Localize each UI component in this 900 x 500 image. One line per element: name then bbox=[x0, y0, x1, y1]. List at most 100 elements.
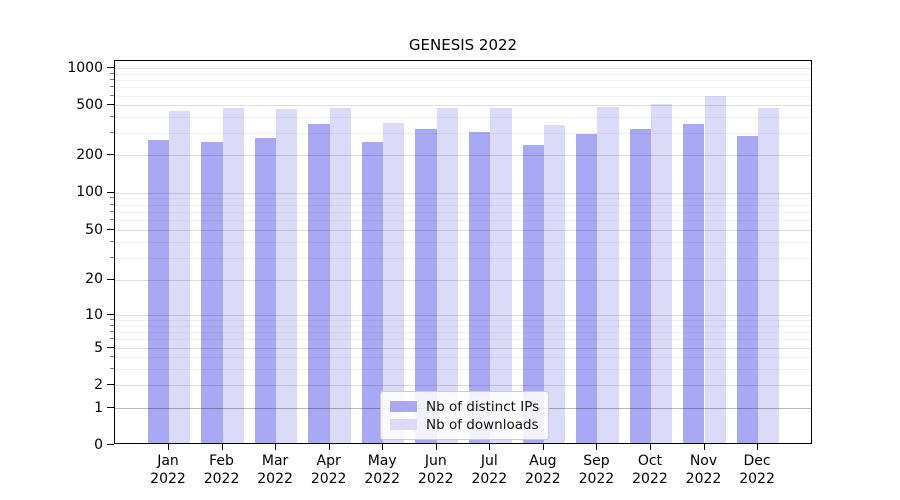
bar-downloads bbox=[329, 107, 351, 443]
x-tick-label: Mar 2022 bbox=[245, 453, 305, 488]
legend: Nb of distinct IPs Nb of downloads bbox=[380, 391, 550, 440]
x-tick-mark bbox=[221, 444, 223, 450]
x-tick-year: 2022 bbox=[685, 470, 722, 487]
x-tick-mark bbox=[489, 444, 491, 450]
y-minor-tick-mark bbox=[110, 338, 114, 340]
y-minor-tick-mark bbox=[110, 330, 114, 332]
x-tick-year: 2022 bbox=[578, 470, 615, 487]
bar-distinct-ips bbox=[469, 131, 491, 443]
gridline-minor bbox=[115, 73, 811, 75]
bar-downloads bbox=[222, 107, 244, 443]
gridline-minor bbox=[115, 95, 811, 97]
gridline-major bbox=[115, 348, 811, 349]
x-tick-label: Nov 2022 bbox=[674, 453, 734, 488]
legend-item-downloads: Nb of downloads bbox=[390, 416, 539, 433]
gridline-minor bbox=[115, 242, 811, 244]
x-tick-month: Apr bbox=[316, 453, 341, 469]
legend-label-downloads: Nb of downloads bbox=[426, 416, 539, 433]
x-tick-mark bbox=[703, 444, 705, 450]
x-tick-label: Sep 2022 bbox=[566, 453, 626, 488]
gridline-minor bbox=[115, 357, 811, 358]
bar-distinct-ips bbox=[308, 124, 330, 443]
bar-distinct-ips bbox=[415, 129, 437, 443]
x-tick-year: 2022 bbox=[203, 470, 240, 487]
x-tick-month: Sep bbox=[583, 453, 610, 469]
gridline-minor bbox=[115, 133, 811, 134]
bar-downloads bbox=[597, 106, 619, 443]
y-minor-tick-mark bbox=[110, 219, 114, 221]
y-tick-label: 100 bbox=[76, 184, 103, 200]
y-tick-mark bbox=[107, 154, 114, 155]
x-tick-month: Mar bbox=[261, 453, 289, 469]
x-tick-mark bbox=[382, 444, 384, 450]
y-tick-label: 10 bbox=[85, 306, 103, 323]
gridline-minor bbox=[115, 331, 811, 333]
y-minor-tick-mark bbox=[110, 86, 114, 88]
x-tick-month: Aug bbox=[529, 453, 557, 469]
x-tick-label: Feb 2022 bbox=[192, 453, 252, 488]
gridline-minor bbox=[115, 368, 811, 370]
bar-downloads bbox=[383, 123, 405, 443]
y-minor-tick-mark bbox=[110, 367, 114, 369]
y-tick-label: 50 bbox=[85, 221, 103, 238]
x-tick-label: Jul 2022 bbox=[459, 453, 519, 488]
y-tick-mark bbox=[107, 229, 114, 230]
y-tick-label: 20 bbox=[85, 271, 103, 287]
bar-downloads bbox=[543, 125, 566, 443]
x-tick-month: Feb bbox=[209, 453, 234, 469]
x-tick-year: 2022 bbox=[364, 470, 400, 487]
legend-item-distinct-ips: Nb of distinct IPs bbox=[390, 398, 539, 415]
gridline-minor bbox=[115, 117, 811, 119]
x-tick-year: 2022 bbox=[150, 470, 186, 487]
bar-downloads bbox=[169, 111, 191, 443]
y-tick-label: 200 bbox=[76, 146, 103, 163]
x-tick-month: Oct bbox=[637, 453, 663, 469]
gridline-major bbox=[115, 192, 811, 194]
y-minor-tick-mark bbox=[110, 116, 114, 118]
y-tick-mark bbox=[107, 104, 114, 106]
gridline-minor bbox=[115, 87, 811, 89]
bar-downloads bbox=[704, 95, 726, 443]
y-minor-tick-mark bbox=[110, 256, 114, 258]
x-tick-month: Jun bbox=[424, 453, 447, 469]
y-minor-tick-mark bbox=[110, 210, 114, 212]
bar-distinct-ips bbox=[254, 137, 277, 443]
gridline-minor bbox=[115, 320, 811, 322]
y-minor-tick-mark bbox=[110, 203, 114, 205]
gridline-major bbox=[115, 105, 811, 107]
y-tick-label: 0 bbox=[94, 436, 103, 453]
legend-label-distinct-ips: Nb of distinct IPs bbox=[426, 398, 540, 415]
x-tick-label: Jan 2022 bbox=[138, 453, 198, 488]
x-tick-label: Dec 2022 bbox=[727, 453, 787, 488]
x-tick-mark bbox=[757, 444, 759, 450]
y-minor-tick-mark bbox=[110, 94, 114, 96]
bar-distinct-ips bbox=[522, 145, 544, 443]
gridline-major bbox=[115, 155, 811, 156]
y-minor-tick-mark bbox=[110, 356, 114, 357]
x-tick-month: Nov bbox=[689, 453, 718, 469]
y-tick-label: 1 bbox=[94, 399, 103, 416]
x-tick-month: May bbox=[367, 453, 397, 469]
y-tick-label: 5 bbox=[94, 339, 103, 356]
gridline-minor bbox=[115, 80, 811, 82]
y-tick-mark bbox=[107, 407, 114, 408]
gridline-minor bbox=[115, 198, 811, 200]
gridline-major bbox=[115, 68, 811, 70]
y-tick-mark bbox=[107, 67, 114, 69]
bar-distinct-ips bbox=[361, 141, 384, 443]
x-tick-mark bbox=[328, 444, 330, 450]
bar-downloads bbox=[436, 108, 459, 443]
x-tick-year: 2022 bbox=[257, 470, 293, 487]
y-tick-label: 1000 bbox=[67, 59, 103, 76]
x-tick-month: Jul bbox=[480, 453, 498, 469]
chart-title: GENESIS 2022 bbox=[408, 36, 518, 54]
y-tick-label: 2 bbox=[94, 376, 103, 393]
y-tick-label: 500 bbox=[76, 96, 103, 113]
y-minor-tick-mark bbox=[110, 72, 114, 74]
x-tick-label: Apr 2022 bbox=[299, 453, 359, 488]
bar-distinct-ips bbox=[201, 142, 223, 443]
legend-swatch-distinct-ips bbox=[390, 401, 417, 412]
bar-downloads bbox=[758, 107, 780, 443]
x-tick-mark bbox=[596, 444, 598, 450]
